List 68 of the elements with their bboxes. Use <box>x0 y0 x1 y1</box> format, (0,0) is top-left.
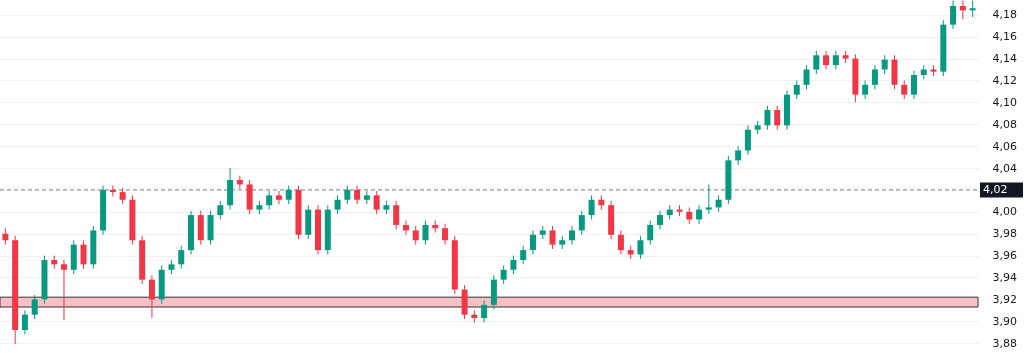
candlestick <box>637 235 644 260</box>
candlestick <box>911 70 917 100</box>
y-tick-label: 4,00 <box>992 205 1017 219</box>
candlestick <box>520 245 527 265</box>
candlestick <box>402 220 409 236</box>
candlestick <box>803 64 810 90</box>
candlestick <box>373 190 380 215</box>
y-tick-label: 3,88 <box>992 336 1017 350</box>
candlestick <box>236 175 243 190</box>
candlestick <box>823 50 830 71</box>
candlestick <box>178 245 185 270</box>
candlestick <box>266 190 273 211</box>
y-tick-label: 3,90 <box>992 314 1017 328</box>
y-tick-label: 4,16 <box>992 30 1017 44</box>
y-tick-label: 3,98 <box>992 227 1017 241</box>
y-tick-label: 4,06 <box>992 139 1017 153</box>
candlestick <box>832 50 839 71</box>
candlestick <box>647 220 654 246</box>
candlestick <box>774 105 781 131</box>
candlestick <box>881 54 888 75</box>
candlestick <box>871 64 878 90</box>
candlestick <box>656 210 663 230</box>
y-tick-label: 4,12 <box>992 73 1017 87</box>
candlestick <box>617 229 624 255</box>
candlestick <box>481 299 488 323</box>
candlestick <box>901 79 908 100</box>
candlestick <box>705 183 712 215</box>
candlestick <box>442 223 449 246</box>
y-tick-label: 4,14 <box>992 52 1017 66</box>
candlestick <box>510 255 517 275</box>
candlestick <box>578 210 585 236</box>
candlestick <box>344 185 351 205</box>
y-tick-label: 3,96 <box>992 249 1017 263</box>
y-tick-label: 4,04 <box>992 161 1017 175</box>
y-tick-label: 3,92 <box>992 292 1017 306</box>
y-tick-label: 4,18 <box>992 8 1017 22</box>
y-tick-label: 4,08 <box>992 117 1017 131</box>
candlestick <box>275 190 282 205</box>
y-tick-label: 4,10 <box>992 95 1017 109</box>
candlestick <box>393 200 400 230</box>
candlestick <box>61 259 67 321</box>
candlestick <box>529 229 536 255</box>
candlestick <box>422 220 429 246</box>
candlestick <box>148 274 155 319</box>
candlestick <box>285 185 292 205</box>
candlestick <box>354 185 361 205</box>
candlestick <box>363 190 370 205</box>
y-tick-label: 3,94 <box>992 270 1017 284</box>
candlestick <box>813 50 820 75</box>
candlestick <box>500 264 507 285</box>
candlestick <box>549 225 556 250</box>
candlestick <box>959 0 966 20</box>
ref-line-label: 4,02 <box>983 182 1008 196</box>
candlestick <box>764 105 771 131</box>
candlestick <box>735 145 742 166</box>
candlestick <box>569 225 576 246</box>
candlestick <box>793 79 800 100</box>
candlestick <box>588 194 595 220</box>
candlestick <box>21 309 28 335</box>
candlestick <box>217 200 224 220</box>
candlestick <box>950 0 957 30</box>
candlestick <box>412 225 419 246</box>
candlestick <box>31 294 38 320</box>
candlestick <box>862 79 869 100</box>
candlestick <box>80 239 87 270</box>
candlestick <box>744 124 751 156</box>
candlestick <box>334 194 341 215</box>
candlestick <box>696 204 703 225</box>
